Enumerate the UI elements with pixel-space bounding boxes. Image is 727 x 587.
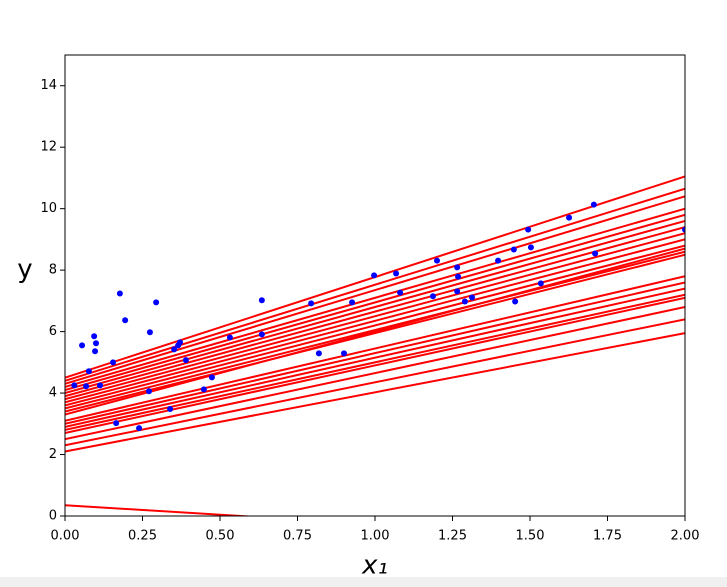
- data-point: [454, 264, 461, 271]
- data-point: [393, 270, 400, 277]
- data-point: [116, 290, 123, 297]
- data-point: [110, 359, 117, 366]
- fit-line: [65, 296, 685, 434]
- data-point: [527, 244, 534, 251]
- fit-line: [65, 253, 685, 413]
- fit-line: [65, 244, 685, 407]
- x-tick-label: 2.00: [671, 529, 700, 544]
- plot-area: [65, 175, 685, 516]
- y-tick-label: 10: [40, 201, 57, 216]
- data-point: [429, 293, 436, 300]
- data-point: [177, 339, 184, 346]
- x-tick-label: 0.75: [283, 529, 312, 544]
- data-point: [590, 201, 597, 208]
- x-axis-label: x₁: [361, 551, 388, 581]
- fit-line: [65, 504, 258, 516]
- y-tick-label: 8: [49, 263, 57, 278]
- data-point: [122, 317, 129, 324]
- fit-line: [65, 318, 685, 447]
- bottom-strip: [0, 577, 727, 587]
- data-point: [454, 288, 461, 295]
- data-point: [136, 425, 143, 432]
- y-tick-label: 6: [49, 324, 57, 339]
- fit-line: [65, 306, 685, 441]
- data-point: [434, 257, 440, 264]
- data-point: [566, 214, 573, 221]
- data-point: [208, 374, 215, 381]
- y-tick-label: 12: [40, 140, 57, 155]
- x-tick-label: 1.25: [438, 529, 467, 544]
- data-point: [258, 297, 265, 304]
- fit-line: [65, 219, 685, 395]
- data-point: [200, 386, 207, 393]
- fit-line: [65, 213, 685, 391]
- fit-line: [65, 238, 685, 404]
- x-tick-label: 0.00: [51, 529, 80, 544]
- data-point: [167, 406, 174, 413]
- data-point: [226, 334, 233, 341]
- data-point: [113, 420, 120, 427]
- data-point: [469, 294, 476, 301]
- fit-line: [65, 187, 685, 382]
- data-point: [525, 226, 532, 233]
- data-point: [371, 272, 378, 279]
- x-tick-label: 0.50: [206, 529, 235, 544]
- data-point: [461, 298, 468, 305]
- fit-line: [65, 195, 685, 385]
- data-point: [510, 246, 517, 253]
- data-point: [92, 348, 99, 355]
- fit-line: [65, 332, 685, 453]
- data-point: [682, 226, 685, 233]
- data-point: [341, 350, 347, 357]
- x-tick-label: 1.75: [593, 529, 622, 544]
- data-point: [83, 383, 90, 390]
- data-point: [537, 280, 544, 287]
- data-point: [495, 257, 502, 264]
- y-tick-label: 14: [40, 78, 57, 93]
- y-axis-label: y: [17, 255, 32, 285]
- fit-line: [65, 232, 685, 401]
- data-point: [91, 333, 98, 340]
- x-tick-label: 0.25: [128, 529, 157, 544]
- data-point: [315, 350, 322, 357]
- data-point: [146, 329, 153, 336]
- data-point: [349, 299, 356, 306]
- data-point: [85, 368, 92, 375]
- x-tick-label: 1.00: [361, 529, 390, 544]
- data-point: [592, 250, 599, 257]
- y-tick-label: 2: [49, 447, 57, 462]
- data-point: [71, 382, 78, 389]
- data-point: [171, 346, 178, 353]
- data-point: [258, 331, 265, 338]
- data-point: [397, 289, 404, 296]
- data-point: [93, 340, 99, 347]
- y-tick-label: 4: [49, 386, 57, 401]
- fit-line: [65, 293, 685, 431]
- data-point: [308, 300, 315, 307]
- fit-line: [65, 247, 685, 416]
- data-point: [153, 299, 160, 306]
- fit-line: [65, 226, 685, 398]
- fit-line: [65, 281, 685, 425]
- data-point: [146, 388, 153, 395]
- data-point: [455, 273, 462, 280]
- fit-line: [65, 250, 685, 410]
- x-tick-label: 1.50: [516, 529, 545, 544]
- data-point: [512, 298, 519, 305]
- fit-line: [65, 275, 685, 422]
- fit-line: [65, 207, 685, 388]
- data-point: [182, 357, 189, 364]
- data-point: [97, 382, 104, 389]
- data-point: [79, 342, 86, 349]
- y-tick-label: 0: [49, 509, 57, 524]
- fit-line: [65, 287, 685, 428]
